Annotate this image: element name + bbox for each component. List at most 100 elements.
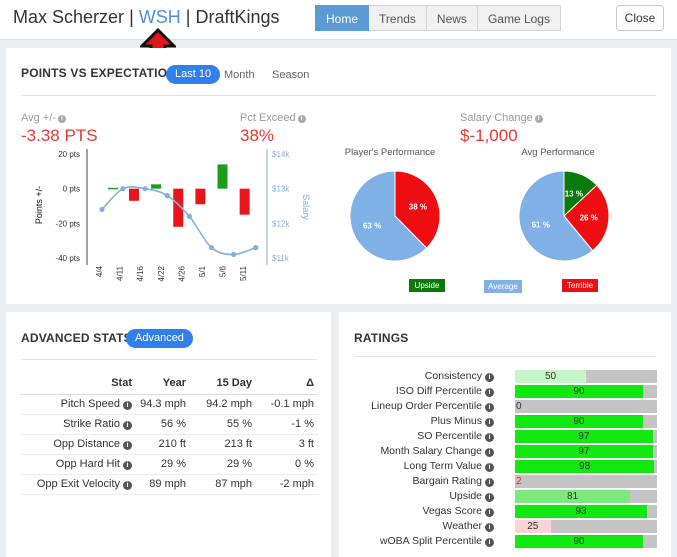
info-icon[interactable]: i (485, 463, 494, 472)
info-icon[interactable]: i (485, 418, 494, 427)
legend-terrible: Terrible (562, 279, 598, 292)
players-performance-pie: Player's Performance0 %38 %63 % (345, 147, 441, 262)
info-icon[interactable]: i (123, 421, 132, 430)
info-icon[interactable]: i (297, 115, 306, 123)
info-icon[interactable]: i (485, 538, 494, 547)
rating-value: 81 (566, 491, 579, 502)
points-bar[interactable] (128, 188, 139, 201)
column-header: 15 Day (190, 372, 256, 395)
info-icon[interactable]: i (485, 493, 494, 502)
range-tab-season[interactable]: Season (272, 69, 310, 81)
y-tick-label: -20 pts (56, 219, 80, 228)
info-icon[interactable]: i (57, 115, 66, 123)
rating-fill: 97 (515, 430, 653, 443)
nav-tabs: Home Trends News Game Logs (315, 5, 561, 31)
rating-value: 25 (527, 521, 539, 532)
site-name: DraftKings (195, 7, 280, 27)
info-icon[interactable]: i (485, 388, 494, 397)
points-bar[interactable] (108, 187, 118, 190)
rating-bar: 50 (515, 370, 657, 383)
table-cell: -1 % (256, 414, 318, 435)
rating-row: Plus Minus i 90 (340, 414, 660, 429)
info-icon[interactable]: i (485, 403, 494, 412)
salary-point[interactable] (99, 206, 105, 213)
table-cell: 55 % (190, 414, 256, 435)
rating-value: 97 (578, 431, 590, 442)
rating-row: Long Term Value i 98 (340, 459, 660, 474)
info-icon[interactable]: i (123, 481, 132, 490)
table-row: Opp Distance i 210 ft 213 ft 3 ft (20, 434, 318, 455)
points-bar[interactable] (239, 188, 250, 215)
pie-slice-label: 13 % (565, 189, 583, 198)
table-cell: 0 % (256, 454, 318, 475)
rating-label: Long Term Value i (404, 460, 494, 472)
pct-exceed-value: 38% (240, 126, 275, 145)
info-icon[interactable]: i (123, 441, 132, 450)
divider (21, 359, 317, 360)
info-icon[interactable]: i (485, 448, 494, 457)
rating-label: Bargain Rating i (413, 475, 494, 487)
tab-home[interactable]: Home (315, 5, 370, 31)
salary-point[interactable] (164, 193, 170, 199)
info-icon[interactable]: i (485, 508, 494, 517)
table-cell: 89 mph (136, 474, 190, 495)
tab-trends[interactable]: Trends (369, 5, 427, 31)
pie-slice[interactable] (394, 170, 441, 249)
tab-news[interactable]: News (426, 5, 478, 31)
stat-name-cell: Pitch Speed i (20, 394, 136, 415)
info-icon[interactable]: i (534, 115, 543, 123)
rating-row: ISO Diff Percentile i 90 (340, 384, 660, 399)
rating-label: Month Salary Change i (380, 445, 494, 457)
rating-fill (515, 475, 518, 488)
pie-slice[interactable] (349, 170, 428, 262)
y2-tick-label: $14k (272, 150, 290, 159)
y2-tick-label: $13k (272, 185, 290, 194)
rating-label: Vegas Score i (422, 505, 494, 517)
table-row: Pitch Speed i 94.3 mph 94.2 mph -0.1 mph (20, 394, 318, 415)
rating-label: Weather i (443, 520, 494, 532)
title-separator: | (185, 7, 191, 27)
pie-slice[interactable] (563, 184, 610, 252)
rating-label: SO Percentile i (417, 430, 494, 442)
ratings-title: RATINGS (354, 331, 409, 345)
rating-bar: 25 (515, 520, 657, 533)
info-icon[interactable]: i (485, 433, 494, 442)
rating-fill: 98 (515, 460, 655, 473)
rating-row: SO Percentile i 97 (340, 429, 660, 444)
rating-value: 97 (578, 446, 590, 457)
advanced-toggle-button[interactable]: Advanced (126, 329, 193, 348)
x-tick-label: 5/1 (198, 265, 207, 277)
range-tab-month[interactable]: Month (224, 69, 255, 81)
avg-value: -3.38 PTS (21, 126, 98, 145)
rating-label: Upside i (449, 490, 494, 502)
close-button[interactable]: Close (616, 5, 664, 31)
y-tick-label: 0 pts (63, 185, 80, 194)
salary-point[interactable] (120, 186, 126, 192)
points-bar[interactable] (195, 188, 206, 205)
tab-game-logs[interactable]: Game Logs (477, 5, 561, 31)
salary-point[interactable] (186, 213, 192, 219)
rating-row: wOBA Split Percentile i 90 (340, 534, 660, 549)
info-icon[interactable]: i (123, 401, 132, 410)
points-panel-title: POINTS VS EXPECTATION (21, 66, 177, 80)
rating-fill: 93 (515, 505, 648, 518)
column-header: Year (136, 372, 190, 395)
points-bar[interactable] (173, 188, 184, 227)
table-cell: 56 % (136, 414, 190, 435)
salary-point[interactable] (231, 251, 237, 258)
team-link[interactable]: WSH (138, 7, 181, 27)
salary-point[interactable] (208, 245, 215, 251)
y-tick-label: -40 pts (56, 254, 80, 263)
salary-point[interactable] (142, 186, 148, 192)
points-bar[interactable] (217, 164, 228, 189)
info-icon[interactable]: i (485, 523, 494, 532)
rating-label: Plus Minus i (431, 415, 494, 427)
range-tab-last-10[interactable]: Last 10 (166, 65, 221, 84)
info-icon[interactable]: i (485, 373, 494, 382)
info-icon[interactable]: i (123, 461, 132, 470)
divider (21, 95, 656, 96)
pie-slice[interactable] (518, 170, 594, 262)
salary-point[interactable] (253, 245, 259, 251)
points-bar[interactable] (151, 184, 162, 189)
info-icon[interactable]: i (485, 478, 494, 487)
